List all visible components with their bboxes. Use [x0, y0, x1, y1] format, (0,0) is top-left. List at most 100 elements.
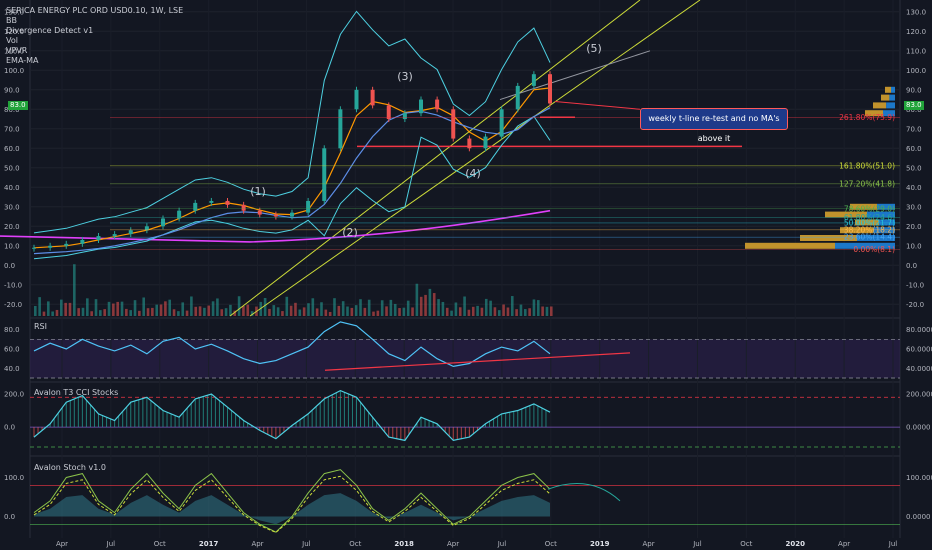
volume-bar — [480, 307, 484, 316]
rsi-line — [33, 321, 551, 368]
wave-label: (3) — [397, 70, 413, 83]
vpvr-bar — [867, 211, 895, 218]
volume-bar — [142, 297, 146, 316]
vpvr-bar — [865, 110, 883, 117]
fib-label: 0.00%(8.1) — [853, 245, 895, 254]
stoch-projection — [547, 483, 621, 502]
price-tick-right: 120.0 — [906, 28, 926, 36]
trend-line-lower — [229, 0, 641, 317]
price-tick-left: 100.0 — [4, 67, 24, 75]
ema-200 — [249, 209, 551, 243]
volume-bar — [229, 304, 232, 316]
price-tick-right: 40.0 — [906, 184, 922, 192]
fib-label: 261.80%(75.9) — [839, 113, 895, 122]
volume-bar — [341, 301, 345, 316]
last-price-badge-right: 83.0 — [904, 101, 924, 110]
volume-bar — [463, 296, 466, 316]
fib-label: 161.80%(51.0) — [839, 161, 895, 170]
time-tick: Oct — [349, 540, 361, 548]
time-tick: Apr — [643, 540, 655, 548]
price-axes: 130.0 130.0 120.0 120.0 110.0 110.0 100.0 100.0… — [4, 8, 932, 521]
time-tick: 2020 — [785, 540, 805, 548]
vpvr-bar — [873, 227, 895, 234]
vpvr-bar — [825, 211, 867, 218]
volume-bar — [272, 305, 276, 316]
volume-bar — [350, 307, 354, 316]
volume-bar — [510, 296, 514, 316]
candle-body — [64, 243, 69, 246]
fib-label: 38.20%(18.2) — [844, 225, 895, 234]
wave-labels: (1) (2) (3) (4) (5) — [250, 42, 602, 239]
cci-tick-left: 0.0 — [4, 424, 15, 432]
candle-body — [290, 212, 294, 217]
volume-bar — [276, 307, 280, 316]
volume-bar — [372, 311, 375, 316]
volume-bar — [250, 311, 254, 316]
rsi-title: RSI — [34, 322, 47, 331]
time-tick: Oct — [545, 540, 557, 548]
price-tick-left: 20.0 — [4, 223, 20, 231]
volume-bar — [380, 300, 384, 316]
cci-tick-right: 200.0000 — [906, 390, 932, 398]
volume-bar — [337, 305, 341, 316]
rsi-tick-left: 60.0 — [4, 346, 20, 354]
price-tick-right: 110.0 — [906, 47, 926, 55]
candle-body — [273, 214, 278, 217]
vpvr-bar — [886, 102, 895, 109]
volume-bar — [315, 308, 319, 316]
volume-bar — [415, 283, 419, 316]
indicator-vol[interactable]: Vol — [6, 36, 18, 45]
volume-bar — [376, 310, 380, 316]
time-tick: Jul — [888, 540, 898, 548]
volume-bar — [268, 308, 271, 316]
candle-body — [338, 109, 343, 149]
volume-bar — [320, 302, 323, 316]
fib-label: 78.60%(29.0) — [844, 204, 895, 213]
fib-label: 127.20%(41.8) — [839, 179, 895, 188]
indicator-ema-ma[interactable]: EMA-MA — [6, 56, 39, 65]
volume-bar — [367, 299, 371, 316]
volume-bar — [406, 300, 410, 316]
volume-bar — [263, 297, 267, 316]
volume-bar — [458, 307, 462, 316]
time-tick: Jul — [497, 540, 507, 548]
candle-body — [144, 226, 149, 231]
volume-bar — [502, 304, 505, 316]
volume-bar — [159, 304, 163, 316]
vpvr-bar — [889, 94, 895, 101]
vpvr-bar — [883, 110, 895, 117]
vpvr-bar — [857, 235, 895, 241]
candle-body — [322, 148, 327, 201]
volume-bar — [515, 309, 518, 316]
time-tick: 2017 — [199, 540, 219, 548]
volume-bar — [328, 311, 332, 316]
volume-bar — [151, 307, 154, 316]
stoch-d — [33, 475, 551, 534]
volume-bar — [450, 310, 453, 316]
volume-bar — [224, 308, 228, 316]
bb-upper — [33, 10, 551, 234]
price-tick-left: -20.0 — [4, 301, 22, 309]
indicator-bb[interactable]: BB — [6, 16, 17, 25]
rsi-tick-right: 60.0000 — [906, 346, 932, 354]
indicator-divergence[interactable]: Divergence Detect v1 — [6, 26, 94, 35]
cci-pane — [30, 389, 900, 448]
annotation-callout[interactable]: weekly t-line re-test and no MA's above … — [640, 108, 788, 143]
indicator-vpvr[interactable]: VPVR — [6, 46, 28, 55]
rsi-band — [30, 339, 900, 378]
volume-bar — [333, 298, 336, 316]
volume-bar — [424, 294, 427, 316]
volume-bar — [550, 306, 553, 316]
candle-body — [48, 245, 53, 248]
volume-bar — [55, 309, 59, 316]
volume-bar — [138, 310, 141, 316]
volume-bar — [220, 309, 224, 316]
symbol-title: SERICA ENERGY PLC ORD USD0.10, 1W, LSE — [6, 6, 184, 15]
volume-bar — [445, 307, 449, 316]
volume-bar — [81, 307, 85, 316]
fib-label: 50.00%(21.7) — [844, 218, 895, 227]
volume-bar — [116, 301, 119, 316]
vpvr-bar — [855, 219, 879, 226]
volume-bar — [523, 309, 527, 316]
